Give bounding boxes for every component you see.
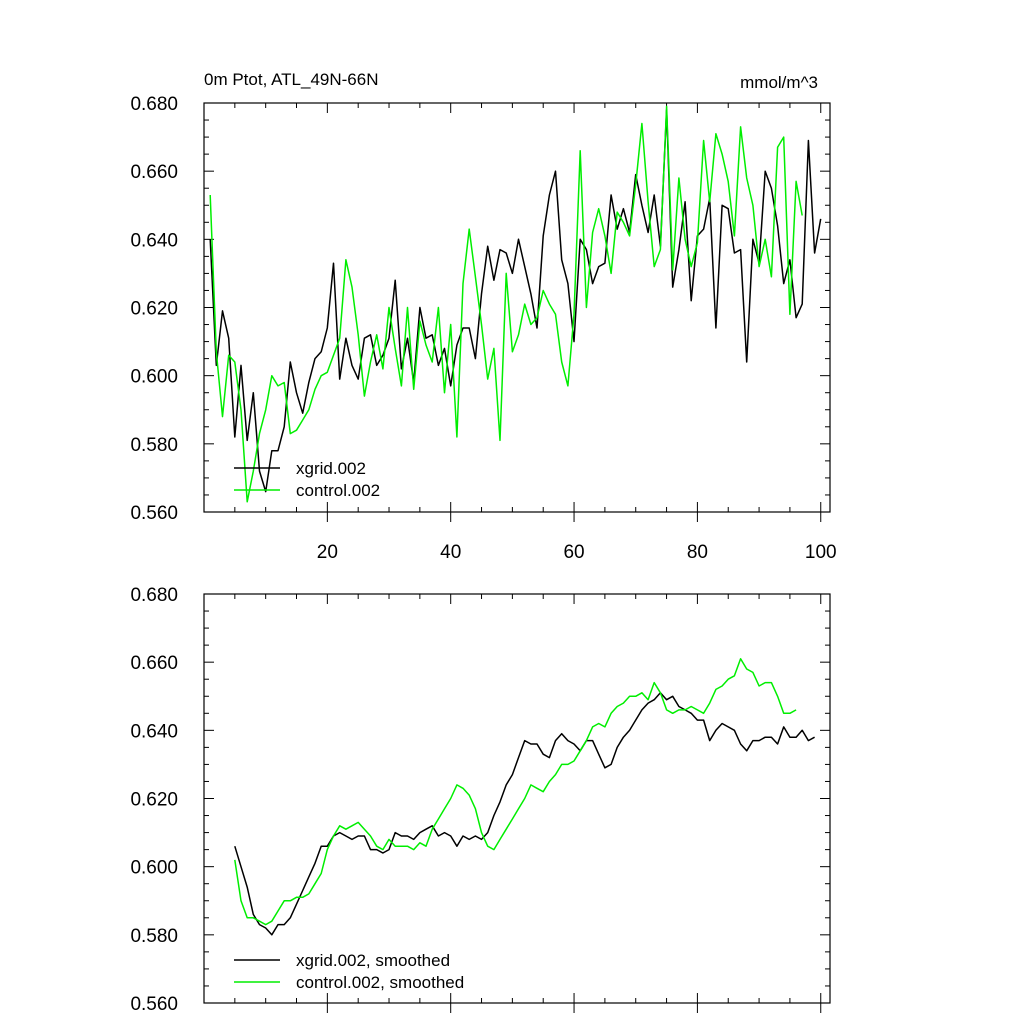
y-tick-label: 0.560 <box>130 503 178 524</box>
x-tick-label: 60 <box>563 542 584 563</box>
units-label: mmol/m^3 <box>740 73 818 92</box>
legend-label: control.002 <box>296 481 380 500</box>
series-line-control <box>209 105 803 503</box>
y-tick-label: 0.620 <box>130 790 178 811</box>
y-tick-label: 0.580 <box>130 435 178 456</box>
legend-label: xgrid.002 <box>296 459 366 478</box>
y-tick-label: 0.580 <box>130 926 178 947</box>
series-line-control <box>234 658 797 926</box>
y-tick-label: 0.560 <box>130 994 178 1015</box>
x-tick-label: 20 <box>317 542 338 563</box>
y-tick-label: 0.620 <box>130 299 178 320</box>
top-panel: 0.560 0.580 0.600 0.620 0.640 0.660 0.680 20 40 6… <box>130 94 836 563</box>
y-tick-label: 0.600 <box>130 858 178 879</box>
y-tick-label: 0.680 <box>130 585 178 606</box>
y-tick-label: 0.640 <box>130 230 178 251</box>
y-tick-label: 0.640 <box>130 721 178 742</box>
x-tick-label: 80 <box>687 542 708 563</box>
y-tick-label: 0.680 <box>130 94 178 115</box>
x-tick-label: 40 <box>440 542 461 563</box>
x-tick-label: 100 <box>805 542 837 563</box>
y-tick-label: 0.660 <box>130 653 178 674</box>
y-tick-label: 0.660 <box>130 162 178 183</box>
legend-label: control.002, smoothed <box>296 973 464 992</box>
bottom-panel: 0.560 0.580 0.600 0.620 0.640 0.660 0.680 xgrid… <box>130 585 831 1015</box>
legend-label: xgrid.002, smoothed <box>296 951 450 970</box>
chart-title: 0m Ptot, ATL_49N-66N <box>204 70 379 89</box>
y-tick-label: 0.600 <box>130 367 178 388</box>
series-line-xgrid <box>209 109 822 493</box>
